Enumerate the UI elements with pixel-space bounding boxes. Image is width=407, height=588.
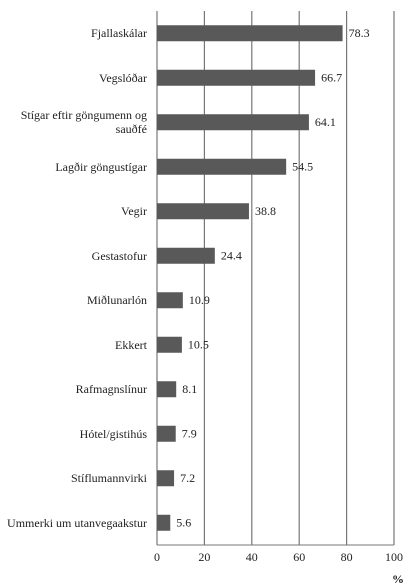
bar xyxy=(157,203,249,220)
x-tick-label: 0 xyxy=(154,550,160,564)
y-tick-label: Vegir xyxy=(121,204,147,219)
bar xyxy=(157,25,343,42)
data-label: 5.6 xyxy=(176,516,191,530)
data-label: 66.7 xyxy=(321,71,342,85)
y-tick-label: Miðlunarlón xyxy=(87,293,147,308)
bar xyxy=(157,425,176,442)
y-tick-label: Vegslóðar xyxy=(99,70,147,85)
data-label: 10.9 xyxy=(189,293,210,307)
x-tick-label: 40 xyxy=(246,550,258,564)
data-label: 38.8 xyxy=(255,204,276,218)
bar xyxy=(157,69,316,86)
bar xyxy=(157,158,287,175)
bar xyxy=(157,514,171,531)
bar xyxy=(157,336,182,353)
x-tick-label: 80 xyxy=(341,550,353,564)
y-tick-label: Ummerki um utanvegaakstur xyxy=(7,515,147,530)
data-label: 24.4 xyxy=(221,249,242,263)
y-tick-label: Stígar eftir göngumenn og sauðfé xyxy=(20,108,147,137)
y-tick-label: Hótel/gistihús xyxy=(79,426,147,441)
data-label: 7.2 xyxy=(180,471,195,485)
data-label: 64.1 xyxy=(315,115,336,129)
x-axis-label: % xyxy=(392,572,404,586)
data-label: 54.5 xyxy=(292,160,313,174)
y-tick-label: Fjallaskálar xyxy=(91,26,147,41)
bar xyxy=(157,381,177,398)
bar xyxy=(157,470,175,487)
x-tick-label: 60 xyxy=(293,550,305,564)
data-label: 7.9 xyxy=(182,427,197,441)
y-tick-label: Ekkert xyxy=(115,337,147,352)
bar xyxy=(157,247,215,264)
y-tick-label: Gestastofur xyxy=(91,248,147,263)
x-tick-label: 20 xyxy=(198,550,210,564)
x-tick-label: 100 xyxy=(385,550,403,564)
data-label: 78.3 xyxy=(349,26,370,40)
data-label: 8.1 xyxy=(182,382,197,396)
data-label: 10.5 xyxy=(188,338,209,352)
bar xyxy=(157,114,309,131)
bar xyxy=(157,292,183,309)
y-tick-label: Rafmagnslínur xyxy=(75,382,147,397)
y-tick-label: Lagðir göngustígar xyxy=(55,159,147,174)
y-tick-label: Stíflumannvirki xyxy=(71,471,147,486)
